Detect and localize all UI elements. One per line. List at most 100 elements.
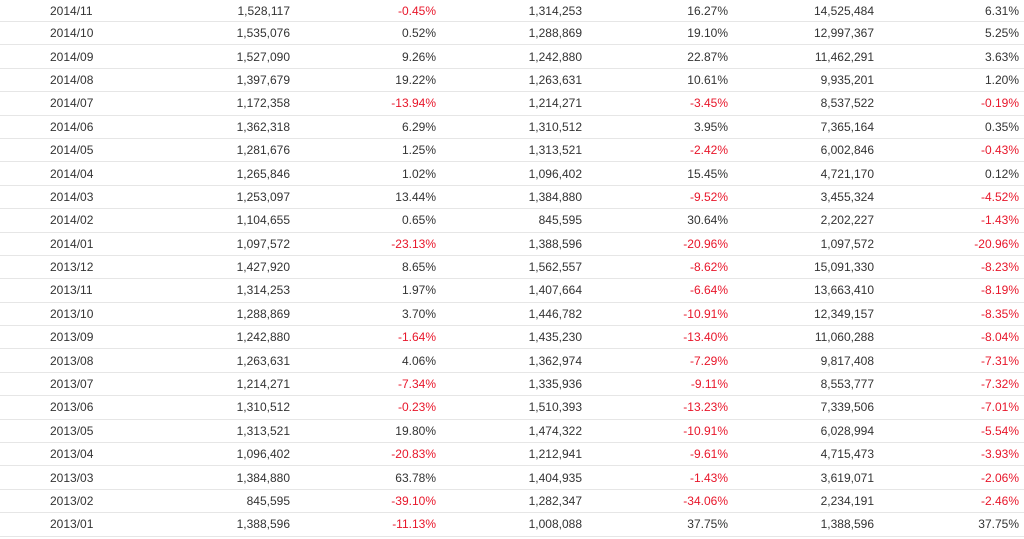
monthly-value-cell: 1,527,090 — [160, 44, 290, 69]
table-row: 2014/09 1,527,090 9.26% 1,242,880 22.87% 11,4… — [0, 44, 1024, 69]
prior-year-value-cell: 1,313,521 — [436, 138, 582, 163]
cumulative-value-cell: 8,553,777 — [728, 372, 874, 397]
table-row: 2014/06 1,362,318 6.29% 1,310,512 3.95% 7,365… — [0, 115, 1024, 139]
monthly-value-cell: 1,427,920 — [160, 255, 290, 280]
prior-year-value-cell: 1,214,271 — [436, 91, 582, 116]
prior-year-value-cell: 1,008,088 — [436, 512, 582, 537]
yoy-change-cell: -9.52% — [582, 185, 728, 210]
table-row: 2013/11 1,314,253 1.97% 1,407,664 -6.64% 13,6… — [0, 278, 1024, 303]
cumulative-change-cell: 6.31% — [874, 0, 1024, 22]
yoy-change-cell: 30.64% — [582, 208, 728, 233]
month-cell: 2013/08 — [0, 348, 160, 373]
cumulative-change-cell: -2.06% — [874, 465, 1024, 490]
cumulative-change-cell: -1.43% — [874, 208, 1024, 233]
prior-year-value-cell: 1,407,664 — [436, 278, 582, 303]
table-row: 2013/06 1,310,512 -0.23% 1,510,393 -13.23% 7,… — [0, 395, 1024, 420]
yoy-change-cell: 22.87% — [582, 44, 728, 69]
monthly-value-cell: 845,595 — [160, 489, 290, 514]
table-row: 2013/03 1,384,880 63.78% 1,404,935 -1.43% 3,6… — [0, 465, 1024, 490]
monthly-change-cell: 8.65% — [290, 255, 436, 280]
month-cell: 2014/06 — [0, 115, 160, 139]
cumulative-change-cell: -8.23% — [874, 255, 1024, 280]
table-row: 2013/01 1,388,596 -11.13% 1,008,088 37.75% 1,… — [0, 512, 1024, 537]
monthly-change-cell: 1.97% — [290, 278, 436, 303]
monthly-value-cell: 1,535,076 — [160, 21, 290, 46]
cumulative-value-cell: 2,234,191 — [728, 489, 874, 514]
yoy-change-cell: -8.62% — [582, 255, 728, 280]
yoy-change-cell: -13.23% — [582, 395, 728, 420]
cumulative-change-cell: 0.12% — [874, 161, 1024, 186]
prior-year-value-cell: 1,314,253 — [436, 0, 582, 22]
cumulative-change-cell: -8.04% — [874, 325, 1024, 350]
cumulative-change-cell: -3.93% — [874, 442, 1024, 467]
monthly-change-cell: 9.26% — [290, 44, 436, 69]
cumulative-value-cell: 3,455,324 — [728, 185, 874, 210]
monthly-change-cell: -7.34% — [290, 372, 436, 397]
prior-year-value-cell: 1,310,512 — [436, 115, 582, 139]
month-cell: 2014/02 — [0, 208, 160, 233]
cumulative-value-cell: 3,619,071 — [728, 465, 874, 490]
cumulative-value-cell: 6,028,994 — [728, 419, 874, 444]
prior-year-value-cell: 1,096,402 — [436, 161, 582, 186]
monthly-value-cell: 1,528,117 — [160, 0, 290, 22]
monthly-change-cell: 1.25% — [290, 138, 436, 163]
prior-year-value-cell: 1,288,869 — [436, 21, 582, 46]
prior-year-value-cell: 1,474,322 — [436, 419, 582, 444]
monthly-change-cell: -13.94% — [290, 91, 436, 116]
yoy-change-cell: -6.64% — [582, 278, 728, 303]
month-cell: 2013/03 — [0, 465, 160, 490]
yoy-change-cell: -3.45% — [582, 91, 728, 116]
yoy-change-cell: 10.61% — [582, 68, 728, 93]
prior-year-value-cell: 1,388,596 — [436, 232, 582, 256]
yoy-change-cell: -13.40% — [582, 325, 728, 350]
table-row: 2013/05 1,313,521 19.80% 1,474,322 -10.91% 6,… — [0, 419, 1024, 444]
cumulative-change-cell: 0.35% — [874, 115, 1024, 139]
monthly-change-cell: 0.52% — [290, 21, 436, 46]
yoy-change-cell: -9.11% — [582, 372, 728, 397]
monthly-value-cell: 1,214,271 — [160, 372, 290, 397]
monthly-change-cell: 13.44% — [290, 185, 436, 210]
table-row: 2014/03 1,253,097 13.44% 1,384,880 -9.52% 3,4… — [0, 185, 1024, 210]
table-row: 2013/10 1,288,869 3.70% 1,446,782 -10.91% 12,… — [0, 302, 1024, 327]
table-row: 2014/11 1,528,117 -0.45% 1,314,253 16.27% 14,… — [0, 0, 1024, 22]
cumulative-value-cell: 4,715,473 — [728, 442, 874, 467]
table-row: 2014/10 1,535,076 0.52% 1,288,869 19.10% 12,9… — [0, 21, 1024, 46]
month-cell: 2013/02 — [0, 489, 160, 514]
month-cell: 2014/04 — [0, 161, 160, 186]
monthly-value-cell: 1,288,869 — [160, 302, 290, 327]
cumulative-value-cell: 7,365,164 — [728, 115, 874, 139]
yoy-change-cell: 19.10% — [582, 21, 728, 46]
monthly-value-cell: 1,314,253 — [160, 278, 290, 303]
monthly-value-cell: 1,313,521 — [160, 419, 290, 444]
month-cell: 2013/12 — [0, 255, 160, 280]
yoy-change-cell: -34.06% — [582, 489, 728, 514]
cumulative-change-cell: -7.01% — [874, 395, 1024, 420]
cumulative-value-cell: 13,663,410 — [728, 278, 874, 303]
cumulative-change-cell: -2.46% — [874, 489, 1024, 514]
cumulative-value-cell: 14,525,484 — [728, 0, 874, 22]
month-cell: 2014/08 — [0, 68, 160, 93]
month-cell: 2013/01 — [0, 512, 160, 537]
cumulative-value-cell: 12,349,157 — [728, 302, 874, 327]
cumulative-change-cell: 1.20% — [874, 68, 1024, 93]
cumulative-change-cell: -0.43% — [874, 138, 1024, 163]
yoy-change-cell: -2.42% — [582, 138, 728, 163]
month-cell: 2014/05 — [0, 138, 160, 163]
table-row: 2014/08 1,397,679 19.22% 1,263,631 10.61% 9,9… — [0, 68, 1024, 93]
monthly-change-cell: 1.02% — [290, 161, 436, 186]
prior-year-value-cell: 1,404,935 — [436, 465, 582, 490]
yoy-change-cell: -20.96% — [582, 232, 728, 256]
monthly-change-cell: -11.13% — [290, 512, 436, 537]
cumulative-change-cell: -20.96% — [874, 232, 1024, 256]
prior-year-value-cell: 1,242,880 — [436, 44, 582, 69]
monthly-change-cell: 4.06% — [290, 348, 436, 373]
monthly-value-cell: 1,265,846 — [160, 161, 290, 186]
yoy-change-cell: -1.43% — [582, 465, 728, 490]
month-cell: 2014/07 — [0, 91, 160, 116]
monthly-value-cell: 1,104,655 — [160, 208, 290, 233]
table-row: 2013/08 1,263,631 4.06% 1,362,974 -7.29% 9,81… — [0, 348, 1024, 373]
table-row: 2013/07 1,214,271 -7.34% 1,335,936 -9.11% 8,5… — [0, 372, 1024, 397]
table-row: 2014/02 1,104,655 0.65% 845,595 30.64% 2,202,… — [0, 208, 1024, 233]
monthly-change-cell: -39.10% — [290, 489, 436, 514]
cumulative-value-cell: 12,997,367 — [728, 21, 874, 46]
